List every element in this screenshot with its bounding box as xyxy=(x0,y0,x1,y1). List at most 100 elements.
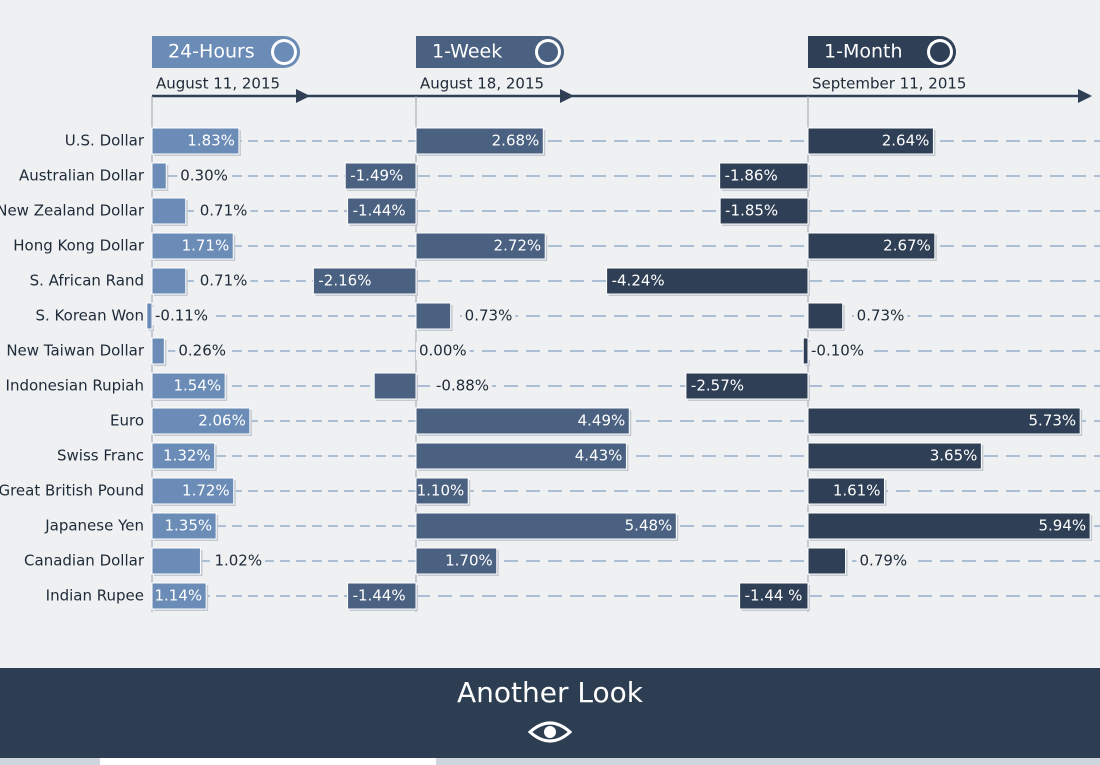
bar xyxy=(807,547,847,575)
bar xyxy=(807,127,934,155)
category-label: Japanese Yen xyxy=(44,517,144,535)
bar xyxy=(685,372,809,400)
bar xyxy=(151,267,187,295)
bar xyxy=(312,267,417,295)
bottom-tab xyxy=(100,758,436,765)
value-label: -2.16% xyxy=(318,272,371,290)
category-label: Australian Dollar xyxy=(19,167,145,185)
globe-inner xyxy=(930,42,950,62)
label-bg xyxy=(196,272,251,290)
panel-title: 1-Month xyxy=(824,41,903,63)
value-label: 0.71% xyxy=(200,272,248,290)
category-label: U.S. Dollar xyxy=(65,132,145,150)
bar xyxy=(151,547,201,575)
plot: U.S. Dollar Australian Dollar New Zealand … xyxy=(0,36,1100,612)
bar xyxy=(347,197,417,225)
value-label: 2.68% xyxy=(492,132,540,150)
value-label: -1.44% xyxy=(353,587,406,605)
value-label: 1.32% xyxy=(163,447,211,465)
bar xyxy=(151,162,167,190)
label-bg xyxy=(461,307,516,325)
footer-title: Another Look xyxy=(457,676,644,709)
value-label: 2.67% xyxy=(883,237,931,255)
value-label: -2.57% xyxy=(691,377,744,395)
label-bg xyxy=(416,342,470,360)
value-label: 0.71% xyxy=(200,202,248,220)
value-label: 0.79% xyxy=(860,552,908,570)
bar xyxy=(415,127,544,155)
bar xyxy=(151,407,251,435)
value-label: 0.73% xyxy=(857,307,905,325)
bar xyxy=(807,302,844,330)
bar xyxy=(807,407,1081,435)
bar xyxy=(719,197,809,225)
value-label: 4.43% xyxy=(575,447,623,465)
bar xyxy=(807,442,982,470)
value-label: 0.00% xyxy=(419,342,467,360)
value-label: 1.83% xyxy=(187,132,235,150)
panel-date: August 11, 2015 xyxy=(156,75,280,93)
bar xyxy=(344,162,417,190)
category-label: Canadian Dollar xyxy=(24,552,145,570)
bar xyxy=(373,372,417,400)
value-label: 1.61% xyxy=(833,482,881,500)
bar xyxy=(151,372,226,400)
value-label: 5.73% xyxy=(1029,412,1077,430)
category-label: Indonesian Rupiah xyxy=(6,377,144,395)
value-label: 0.73% xyxy=(465,307,513,325)
bar xyxy=(415,407,630,435)
value-label: -0.10% xyxy=(811,342,864,360)
panel-title: 1-Week xyxy=(432,41,502,63)
value-label: 3.65% xyxy=(930,447,978,465)
bar xyxy=(415,547,498,575)
value-label: 4.49% xyxy=(578,412,626,430)
category-label: Great British Pound xyxy=(0,482,144,500)
bar xyxy=(151,127,240,155)
value-label: 5.48% xyxy=(625,517,673,535)
arrow-head xyxy=(296,89,310,103)
panel-date: September 11, 2015 xyxy=(812,75,966,93)
value-label: 1.10% xyxy=(417,482,465,500)
bar xyxy=(151,582,207,610)
category-label: Indian Rupee xyxy=(46,587,144,605)
label-bg xyxy=(856,552,911,570)
category-label: New Zealand Dollar xyxy=(0,202,145,220)
value-label: 2.06% xyxy=(198,412,246,430)
panel-tab xyxy=(808,36,956,68)
panel-tab xyxy=(416,36,564,68)
value-label: 5.94% xyxy=(1038,517,1086,535)
value-label: 2.64% xyxy=(882,132,930,150)
bar xyxy=(739,582,809,610)
value-label: -1.49% xyxy=(350,167,403,185)
value-label: -4.24% xyxy=(612,272,665,290)
panel-tab xyxy=(152,36,300,68)
label-bg xyxy=(211,552,266,570)
panel-date: August 18, 2015 xyxy=(420,75,544,93)
category-label: Hong Kong Dollar xyxy=(13,237,145,255)
bar xyxy=(807,512,1091,540)
category-label: Euro xyxy=(110,412,144,430)
value-label: -0.88% xyxy=(436,377,489,395)
bar xyxy=(719,162,809,190)
category-label: S. Korean Won xyxy=(36,307,145,325)
bar xyxy=(802,337,809,365)
value-label: -0.11% xyxy=(155,307,208,325)
arrow-head xyxy=(1078,89,1092,103)
globe-inner xyxy=(274,42,294,62)
arrow-head xyxy=(560,89,574,103)
bar xyxy=(146,302,153,330)
value-label: 0.26% xyxy=(178,342,226,360)
label-bg xyxy=(433,377,493,395)
bar xyxy=(415,302,452,330)
value-label: 1.14% xyxy=(154,587,202,605)
value-label: 1.71% xyxy=(182,237,230,255)
globe-inner xyxy=(538,42,558,62)
bar xyxy=(415,232,546,260)
bar xyxy=(347,582,417,610)
value-label: 1.02% xyxy=(214,552,262,570)
label-bg xyxy=(177,167,231,185)
value-label: -1.85% xyxy=(725,202,778,220)
label-bg xyxy=(152,307,212,325)
